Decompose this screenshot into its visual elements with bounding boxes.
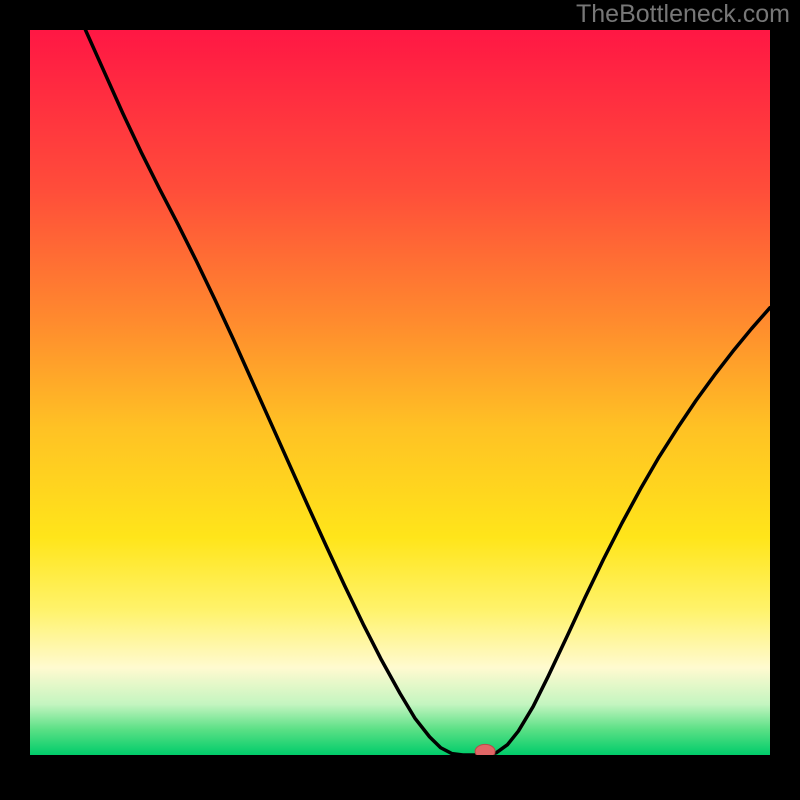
bottleneck-chart (30, 30, 770, 755)
watermark-label: TheBottleneck.com (576, 0, 790, 29)
optimal-point-marker (475, 744, 495, 755)
plot-area (30, 30, 770, 755)
gradient-background (30, 30, 770, 755)
